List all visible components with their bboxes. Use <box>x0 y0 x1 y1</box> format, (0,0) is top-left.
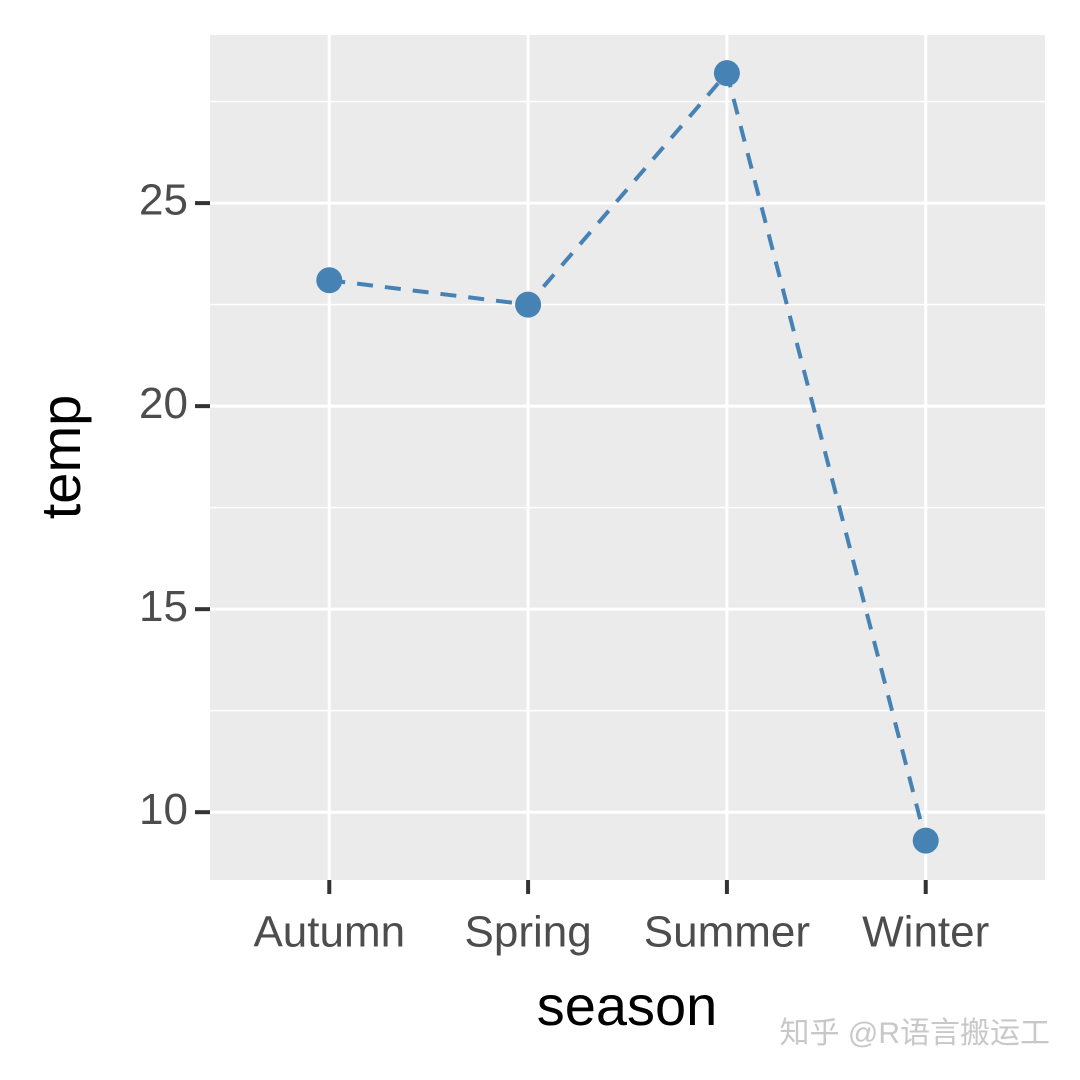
point <box>316 267 343 294</box>
point <box>515 291 542 318</box>
y-tick-label: 10 <box>139 785 188 834</box>
x-tick-label: Summer <box>644 908 810 957</box>
x-tick-label: Spring <box>465 908 592 957</box>
x-axis-title: season <box>537 974 718 1037</box>
grid <box>210 35 1045 880</box>
point <box>912 827 939 854</box>
x-tick-label: Winter <box>862 908 989 957</box>
x-tick-label: Autumn <box>253 908 405 957</box>
y-tick-label: 25 <box>139 176 188 225</box>
y-tick-label: 20 <box>139 379 188 428</box>
point <box>713 60 740 87</box>
y-axis-title: temp <box>29 395 92 520</box>
marks <box>316 60 939 854</box>
watermark: 知乎 @R语言搬运工 <box>780 1017 1050 1050</box>
panel <box>210 35 1045 880</box>
y-tick-label: 15 <box>139 582 188 631</box>
line <box>329 68 928 842</box>
